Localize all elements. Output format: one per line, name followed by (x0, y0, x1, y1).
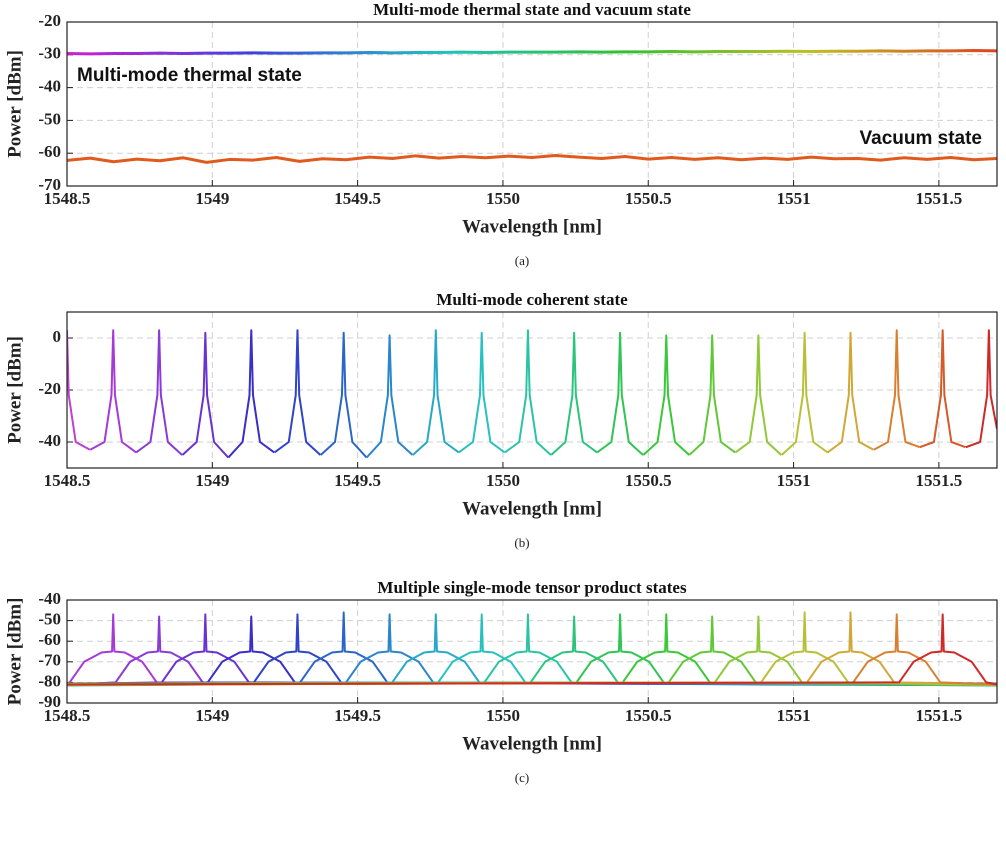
chart-title: Multi-mode coherent state (436, 290, 628, 309)
x-tick-label: 1551 (777, 471, 811, 490)
x-tick-label: 1549 (195, 189, 229, 208)
data-line (67, 330, 91, 451)
data-line (67, 613, 997, 685)
data-line (67, 615, 997, 687)
y-tick-label: 0 (53, 327, 62, 346)
data-line (458, 331, 506, 454)
x-axis-label: Wavelength [nm] (462, 733, 602, 754)
x-tick-label: 1550 (486, 471, 520, 490)
y-axis-label: Power [dBm] (4, 50, 25, 158)
data-line (67, 613, 997, 685)
data-line (67, 613, 997, 686)
x-tick-label: 1549.5 (334, 706, 381, 725)
axes-frame (66, 21, 998, 187)
y-tick-label: -50 (38, 109, 61, 128)
x-tick-label: 1549.5 (334, 471, 381, 490)
data-line (67, 615, 997, 687)
x-tick-label: 1548.5 (44, 189, 91, 208)
annotation: Multi-mode thermal state (77, 65, 302, 86)
data-line (873, 329, 921, 451)
data-line (67, 613, 997, 685)
y-tick-label: -20 (38, 11, 61, 30)
data-line (67, 615, 997, 686)
data-line (67, 154, 997, 164)
data-line (89, 329, 137, 454)
x-tick-label: 1551.5 (916, 706, 963, 725)
data-line (826, 331, 874, 454)
y-tick-label: -50 (38, 610, 61, 629)
data-line (320, 331, 368, 459)
x-tick-label: 1551 (777, 706, 811, 725)
y-tick-label: -60 (38, 630, 61, 649)
data-line (596, 331, 644, 456)
x-tick-label: 1550 (486, 706, 520, 725)
x-tick-label: 1550.5 (625, 471, 672, 490)
plot-area (67, 329, 997, 459)
y-tick-label: -40 (38, 589, 61, 608)
x-axis-label: Wavelength [nm] (462, 498, 602, 519)
caption: (a) (515, 253, 529, 268)
x-tick-label: 1549 (195, 706, 229, 725)
data-line (67, 615, 997, 687)
data-line (965, 329, 997, 449)
y-tick-label: -70 (38, 651, 61, 670)
x-tick-label: 1548.5 (44, 706, 91, 725)
y-tick-label: -40 (38, 77, 61, 96)
x-tick-label: 1550.5 (625, 189, 672, 208)
x-tick-label: 1551.5 (916, 189, 963, 208)
data-line (919, 329, 966, 449)
x-tick-label: 1551.5 (916, 471, 963, 490)
axes-frame (66, 599, 998, 704)
data-line (67, 611, 997, 686)
data-line (227, 329, 275, 459)
data-line (67, 613, 997, 686)
data-line (67, 611, 997, 686)
data-line (67, 613, 997, 686)
y-tick-label: -20 (38, 379, 61, 398)
data-line (273, 329, 322, 456)
x-tick-label: 1549 (195, 471, 229, 490)
plot-area (67, 49, 997, 164)
plot-area (67, 611, 997, 687)
y-axis-label: Power [dBm] (4, 336, 25, 444)
data-line (780, 331, 829, 456)
y-tick-label: -80 (38, 671, 61, 690)
chart-title: Multi-mode thermal state and vacuum stat… (373, 0, 691, 19)
data-line (67, 49, 997, 56)
x-tick-label: 1548.5 (44, 471, 91, 490)
data-line (67, 613, 997, 686)
caption: (c) (515, 770, 529, 785)
annotation: Vacuum state (860, 128, 983, 149)
x-tick-label: 1551 (777, 189, 811, 208)
data-line (67, 613, 997, 685)
data-line (550, 331, 598, 456)
y-tick-label: -30 (38, 44, 61, 63)
data-line (412, 329, 460, 456)
y-tick-label: -90 (38, 692, 61, 711)
data-line (734, 334, 783, 456)
axes-frame (66, 311, 998, 469)
data-line (181, 331, 230, 459)
data-line (365, 334, 414, 459)
x-tick-label: 1549.5 (334, 189, 381, 208)
y-axis-label: Power [dBm] (4, 598, 25, 706)
data-line (67, 615, 997, 685)
data-line (67, 613, 997, 686)
x-axis-label: Wavelength [nm] (462, 216, 602, 237)
y-tick-label: -60 (38, 142, 61, 161)
data-line (688, 334, 736, 456)
x-tick-label: 1550 (486, 189, 520, 208)
data-line (504, 329, 552, 456)
x-tick-label: 1550.5 (625, 706, 672, 725)
data-line (642, 334, 690, 456)
data-line (135, 329, 183, 456)
caption: (b) (514, 535, 529, 550)
chart-title: Multiple single-mode tensor product stat… (377, 578, 687, 597)
y-tick-label: -70 (38, 175, 61, 194)
y-tick-label: -40 (38, 431, 61, 450)
data-line (67, 613, 997, 687)
data-line (67, 613, 997, 686)
data-line (67, 611, 997, 686)
